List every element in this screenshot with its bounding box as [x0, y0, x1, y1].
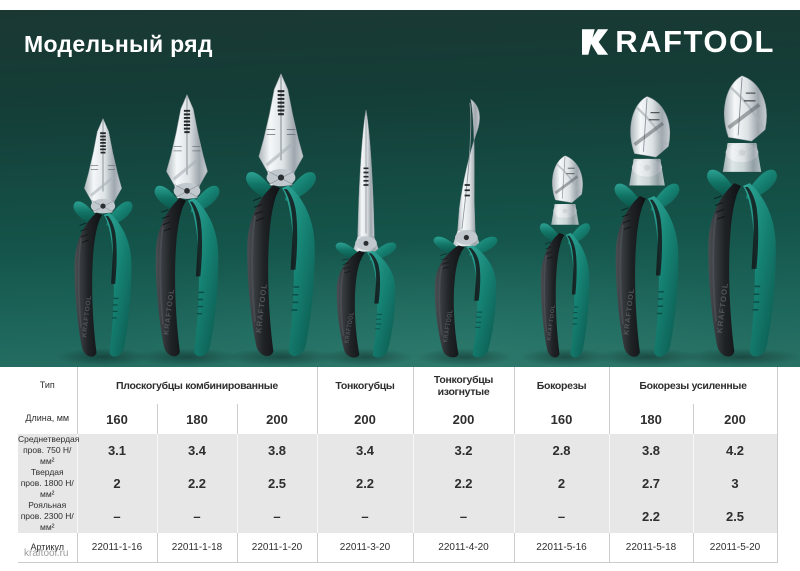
kraftool-k-icon: [582, 29, 609, 55]
value-cell: 4.2: [692, 434, 778, 468]
length-cell: 180: [608, 404, 694, 434]
long-nose-pliers-200-image: [316, 73, 416, 360]
row-label-article: Артикул: [30, 542, 65, 553]
type-diagonal-cutters: Бокорезы: [513, 367, 610, 404]
diagonal-cutters-200-image: [679, 72, 800, 360]
value-cell: –: [156, 500, 237, 534]
article-cell: 22011-1-16: [76, 533, 157, 563]
value-cell: –: [513, 500, 610, 534]
prop-label: Твердая: [30, 467, 64, 478]
length-cell: 200: [692, 404, 778, 434]
pliers-shadow: [519, 348, 611, 366]
article-cell: 22011-1-20: [236, 533, 318, 563]
pliers-shadow: [318, 348, 414, 366]
prop-label: Рояльная: [28, 500, 67, 511]
type-combination-pliers: Плоскогубцы комбинированные: [76, 367, 318, 404]
prop-label: Среднетвердая: [18, 434, 80, 444]
value-cell: 2: [76, 467, 157, 501]
length-cell: 160: [513, 404, 610, 434]
value-cell: 2.7: [608, 467, 694, 501]
article-cell: 22011-4-20: [412, 533, 515, 563]
article-cell: 22011-5-20: [692, 533, 778, 563]
value-cell: 2.5: [236, 467, 318, 501]
value-cell: 2.8: [513, 434, 610, 468]
value-cell: 2.2: [316, 467, 414, 501]
value-cell: –: [76, 500, 157, 534]
prop-sublabel: пров. 750 Н/мм²: [23, 445, 72, 467]
article-cell: 22011-3-20: [316, 533, 414, 563]
row-label-length: Длина, мм: [25, 413, 70, 424]
pliers-shadow: [134, 348, 240, 366]
row-label-hard-wire: Твердая пров. 1800 Н/мм²: [18, 467, 77, 501]
value-cell: 3.8: [608, 434, 694, 468]
row-length: Длина, мм 160 180 200 200 200 160 180 20…: [18, 404, 778, 434]
kraftool-logo-text: RAFTOOL: [615, 24, 775, 59]
value-cell: –: [412, 500, 515, 534]
length-cell: 160: [76, 404, 157, 434]
pliers-shadow: [681, 348, 800, 366]
type-heavy-diagonal-cutters: Бокорезы усиленные: [608, 367, 778, 404]
value-cell: –: [236, 500, 318, 534]
website-link: kraftool.ru: [24, 548, 69, 559]
article-cell: 22011-5-16: [513, 533, 610, 563]
type-long-nose-pliers: Тонкогубцы: [316, 367, 414, 404]
value-cell: 2.2: [412, 467, 515, 501]
value-cell: 3.4: [316, 434, 414, 468]
value-cell: 3: [692, 467, 778, 501]
row-label-piano-wire: Рояльная пров. 2300 Н/мм²: [18, 500, 77, 534]
row-piano-wire: Рояльная пров. 2300 Н/мм² – – – – – – 2.…: [18, 500, 778, 534]
value-cell: 2.5: [692, 500, 778, 534]
length-cell: 200: [236, 404, 318, 434]
pliers-shadow: [593, 348, 701, 366]
type-bent-nose-pliers: Тонкогубцы изогнутые: [412, 367, 515, 404]
row-medium-hard-wire: Среднетвердая пров. 750 Н/мм² 3.1 3.4 3.…: [18, 434, 778, 468]
spec-table-wrap: Тип Плоскогубцы комбинированные Тонкогуб…: [18, 367, 778, 564]
length-cell: 200: [412, 404, 515, 434]
value-cell: 2: [513, 467, 610, 501]
value-cell: 2.2: [608, 500, 694, 534]
page-title: Модельный ряд: [24, 31, 213, 57]
kraftool-logo: RAFTOOL: [582, 24, 775, 59]
prop-sublabel: пров. 2300 Н/мм²: [20, 511, 74, 533]
pliers-shadow: [415, 348, 515, 366]
value-cell: 3.8: [236, 434, 318, 468]
article-cell: 22011-1-18: [156, 533, 237, 563]
row-label-type: Тип: [39, 379, 55, 390]
hero-banner: Модельный ряд RAFTOOL: [0, 10, 800, 367]
spec-table: Тип Плоскогубцы комбинированные Тонкогуб…: [18, 367, 778, 564]
bent-nose-pliers-200-image: [413, 82, 518, 360]
value-cell: 3.1: [76, 434, 157, 468]
row-hard-wire: Твердая пров. 1800 Н/мм² 2 2.2 2.5 2.2 2…: [18, 467, 778, 501]
prop-sublabel: пров. 1800 Н/мм²: [20, 478, 74, 500]
pliers-shadow: [223, 348, 339, 366]
row-label-medium-hard-wire: Среднетвердая пров. 750 Н/мм²: [18, 434, 80, 468]
row-type: Тип Плоскогубцы комбинированные Тонкогуб…: [18, 367, 778, 404]
value-cell: 2.2: [156, 467, 237, 501]
value-cell: 3.2: [412, 434, 515, 468]
length-cell: 200: [316, 404, 414, 434]
value-cell: –: [316, 500, 414, 534]
length-cell: 180: [156, 404, 237, 434]
row-article: Артикул 22011-1-16 22011-1-18 22011-1-20…: [18, 533, 778, 563]
pliers-shadow: [55, 348, 151, 366]
value-cell: 3.4: [156, 434, 237, 468]
article-cell: 22011-5-18: [608, 533, 694, 563]
